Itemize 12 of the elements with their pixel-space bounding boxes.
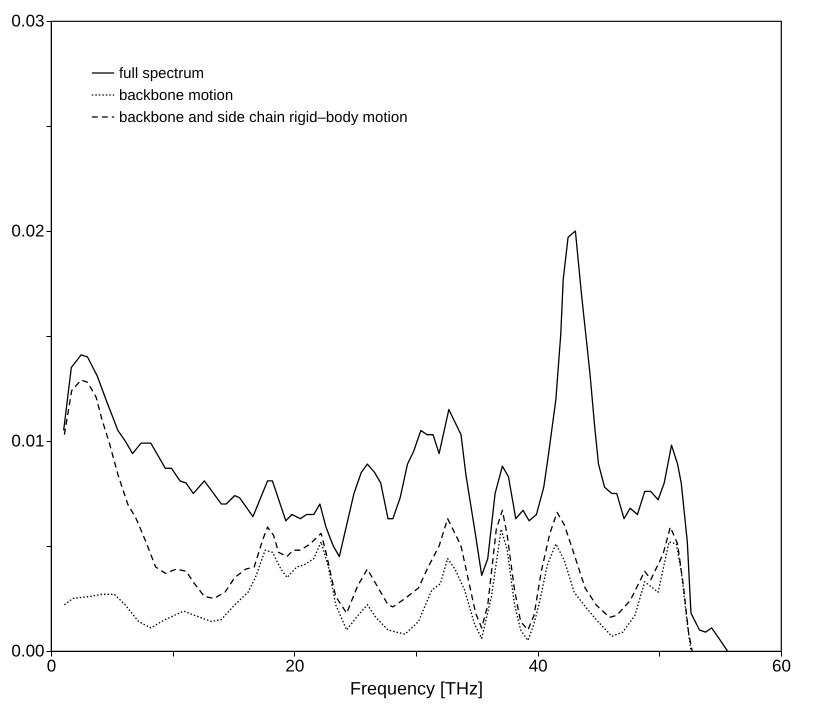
- x-tick-label: 0: [46, 656, 56, 676]
- x-axis-title: Frequency [THz]: [350, 678, 484, 698]
- legend-label: full spectrum: [119, 65, 204, 82]
- x-tick-label: 60: [772, 656, 791, 676]
- x-tick-label: 20: [285, 656, 304, 676]
- y-tick-label: 0.03: [11, 12, 44, 30]
- x-tick-label: 40: [528, 656, 548, 676]
- y-tick-label: 0.01: [11, 432, 44, 450]
- legend-label: backbone motion: [119, 87, 234, 104]
- legend-label: backbone and side chain rigid–body motion: [119, 109, 408, 126]
- y-tick-label: 0.00: [11, 642, 44, 660]
- y-tick-label: 0.02: [11, 222, 44, 240]
